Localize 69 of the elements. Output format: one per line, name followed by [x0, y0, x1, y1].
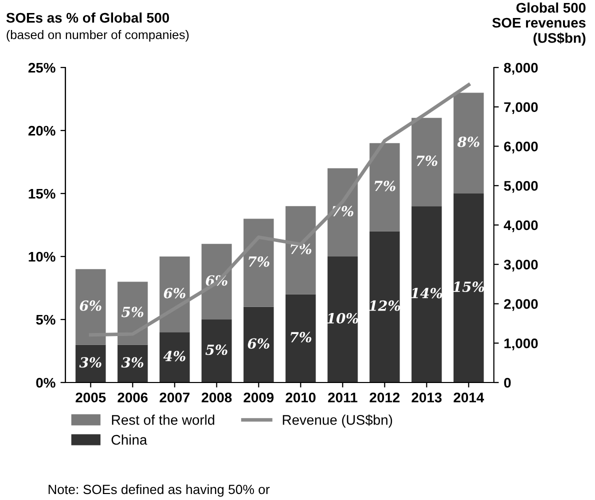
legend-label: Rest of the world	[112, 414, 214, 425]
bar	[202, 320, 232, 382]
y-tick-label: 0%	[36, 378, 56, 388]
data-label: 7%	[374, 180, 396, 192]
x-tick-label: 2009	[244, 392, 274, 402]
bar	[286, 294, 316, 382]
y-tick-label: 5%	[36, 314, 56, 325]
y2-tick-label: 7,000	[504, 102, 538, 114]
y-tick-label: 10%	[28, 252, 56, 262]
data-label: 8%	[457, 136, 480, 148]
data-label: 7%	[416, 156, 438, 166]
y-tick-label: 25%	[28, 62, 56, 73]
chart-subtitle: (based on number of companies)	[6, 30, 189, 42]
bar	[244, 306, 274, 382]
data-label: 3%	[121, 357, 144, 368]
data-label: 3%	[79, 357, 102, 368]
data-label: 12%	[369, 300, 400, 311]
bar	[454, 92, 484, 194]
x-tick-label: 2008	[202, 392, 232, 402]
data-label: 6%	[80, 300, 102, 311]
y2-axis-title: Global 500 SOE revenues (US$bn)	[492, 2, 586, 46]
bar	[370, 143, 400, 232]
data-label: 7%	[290, 332, 312, 342]
data-label: 7%	[248, 256, 270, 267]
bar	[202, 244, 232, 320]
bar	[118, 282, 148, 345]
bar	[160, 332, 190, 382]
bar	[286, 206, 316, 294]
data-label: 5%	[121, 306, 144, 318]
legend-label: China	[112, 434, 148, 445]
data-label: 15%	[453, 282, 484, 292]
data-label: 6%	[248, 338, 270, 349]
legend-label: Revenue (US$bn)	[282, 414, 392, 428]
y-tick-label: 15%	[28, 188, 56, 199]
x-tick-label: 2007	[160, 392, 190, 402]
y2-tick-label: 4,000	[504, 220, 538, 232]
bar	[328, 168, 358, 256]
data-label: 14%	[411, 288, 442, 298]
bar	[118, 344, 148, 382]
data-label: 5%	[205, 344, 228, 356]
x-tick-label: 2011	[328, 392, 358, 402]
y2-tick-label: 0	[504, 378, 511, 388]
data-label: 4%	[163, 350, 186, 362]
x-tick-label: 2013	[412, 392, 442, 402]
x-tick-label: 2005	[76, 392, 106, 402]
bar	[76, 344, 106, 382]
bar	[412, 118, 442, 206]
bar	[412, 206, 442, 382]
y-tick-label: 20%	[28, 126, 56, 136]
x-tick-label: 2010	[286, 392, 316, 402]
y2-tick-label: 1,000	[504, 338, 538, 350]
text: Note: SOEs defined as having 50% or	[48, 484, 270, 497]
y2-tick-label: 2,000	[504, 299, 538, 311]
data-label: 6%	[164, 288, 186, 298]
y2-tick-label: 8,000	[504, 62, 538, 75]
y2-tick-label: 6,000	[504, 142, 538, 154]
x-tick-label: 2012	[370, 392, 400, 402]
bar	[370, 231, 400, 382]
bar	[328, 256, 358, 382]
bar	[76, 269, 106, 345]
y2-tick-label: 5,000	[504, 180, 538, 193]
bar	[244, 218, 274, 307]
y2-tick-label: 3,000	[504, 260, 538, 272]
data-label: 10%	[327, 313, 358, 324]
bar	[454, 194, 484, 382]
x-tick-label: 2006	[118, 392, 148, 402]
bar	[160, 256, 190, 332]
x-tick-label: 2014	[454, 392, 484, 402]
y-axis-title: SOEs as % of Global 500	[6, 12, 170, 23]
